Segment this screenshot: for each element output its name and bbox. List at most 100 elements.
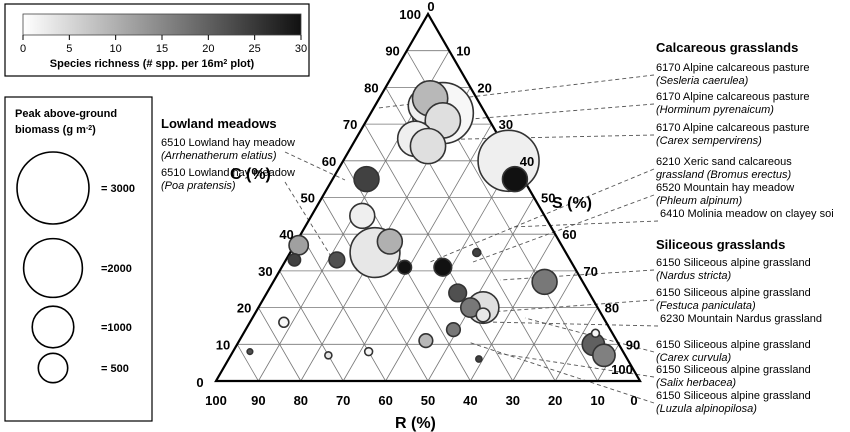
grid-line-s (427, 197, 535, 382)
annotation-line1: 6210 Xeric sand calcareous (656, 156, 792, 168)
annotation-line1: 6150 Siliceous alpine grassland (656, 339, 811, 351)
color-legend-tick-label: 25 (249, 43, 261, 55)
grid-line-r (258, 307, 302, 382)
size-legend-circle (16, 151, 90, 225)
size-legend-label: = 500 (101, 363, 129, 375)
axis-ticks: 1020304050607080901001020304050607080901… (196, 0, 640, 408)
data-point (409, 127, 447, 165)
s-tick-label: 70 (583, 264, 597, 279)
annotation-line2: (Sesleria caerulea) (656, 75, 749, 87)
annotation-line2: (Salix herbacea) (656, 377, 736, 389)
size-legend-label: =2000 (101, 263, 132, 275)
annotation-line2: (Carex sempervirens) (656, 135, 762, 147)
annotation-line1: 6510 Lowland hay meadow (161, 167, 295, 179)
data-point (418, 333, 434, 349)
grid-line-s (470, 233, 556, 382)
c-tick-label: 70 (343, 117, 357, 132)
data-point (397, 259, 413, 275)
r-tick-label: 70 (336, 393, 350, 408)
leader-line (429, 168, 655, 263)
r-axis-title: R (%) (395, 415, 436, 432)
s-axis-title: S (%) (552, 195, 592, 212)
apex-bottom-right-s-label: 100 (611, 362, 633, 377)
size-legend-label: =1000 (101, 322, 132, 334)
annotation-line1: 6170 Alpine calcareous pasture (656, 62, 810, 74)
data-point (278, 316, 290, 329)
grid-line-s (554, 307, 598, 382)
color-legend-tick-label: 10 (110, 43, 122, 55)
data-point (287, 252, 302, 267)
size-legend: Peak above-ground biomass (g m-2) = 3000… (4, 96, 153, 422)
r-tick-label: 80 (294, 393, 308, 408)
data-point (459, 297, 481, 319)
r-tick-label: 40 (463, 393, 477, 408)
color-legend-tick-label: 0 (20, 43, 26, 55)
s-tick-label: 20 (477, 80, 491, 95)
c-tick-label: 90 (385, 44, 399, 59)
grid-line-r (279, 270, 344, 382)
group-title-lowland: Lowland meadows (161, 116, 277, 131)
annotation-line2: (Phleum alpinum) (656, 195, 743, 207)
color-legend-ticks: 0 5 10 15 20 25 30 (20, 35, 307, 55)
r-tick-label: 0 (630, 393, 637, 408)
data-point (349, 202, 376, 230)
s-tick-label: 80 (605, 301, 619, 316)
leader-line (499, 269, 655, 281)
annotation-line1: 6170 Alpine calcareous pasture (656, 122, 810, 134)
data-points (246, 80, 616, 368)
annotation-line1: 6520 Mountain hay meadow (656, 182, 794, 194)
c-tick-label: 60 (322, 154, 336, 169)
leader-line (494, 352, 655, 378)
color-legend-title: Species richness (# spp. per 16m2 plot) (50, 58, 255, 70)
s-tick-label: 60 (562, 227, 576, 242)
grid-line-r (364, 123, 514, 382)
data-point (472, 247, 482, 258)
annotation-line1: 6150 Siliceous alpine grassland (656, 287, 811, 299)
grid-line-r (236, 344, 259, 382)
color-legend: 0 5 10 15 20 25 30 Species richness (# spp. pe… (4, 3, 310, 77)
size-legend-label: = 3000 (101, 183, 135, 195)
c-tick-label: 30 (258, 264, 272, 279)
c-tick-label: 10 (216, 337, 230, 352)
data-point (592, 343, 616, 368)
c-tick-label: 20 (237, 301, 251, 316)
annotations: 6510 Lowland hay meadow (Arrhenatherum el… (161, 62, 834, 415)
annotation-line1: 6410 Molinia meadow on clayey soi (660, 208, 834, 220)
data-point (448, 283, 468, 303)
c-tick-label: 50 (301, 191, 315, 206)
annotation-line1: 6150 Siliceous alpine grassland (656, 364, 811, 376)
data-point (324, 350, 333, 360)
data-point (475, 307, 491, 323)
data-point (590, 328, 601, 339)
annotation-line1: 6150 Siliceous alpine grassland (656, 257, 811, 269)
size-legend-circle (37, 352, 69, 384)
grid-line-r (300, 233, 386, 382)
group-title-calcareous: Calcareous grasslands (656, 40, 798, 55)
data-point (328, 251, 346, 269)
data-point (363, 346, 374, 357)
s-tick-label: 50 (541, 191, 555, 206)
annotation-line2: (Festuca paniculata) (656, 300, 756, 312)
annotation-line2: (Nardus stricta) (656, 270, 732, 282)
annotation-line2: (Horminum pyrenaicum) (656, 104, 774, 116)
apex-top-s-label: 0 (427, 0, 434, 14)
data-point (531, 268, 558, 296)
grid-lines (236, 50, 620, 382)
s-tick-label: 90 (626, 337, 640, 352)
c-tick-label: 40 (279, 227, 293, 242)
data-point (501, 165, 529, 193)
data-point (353, 165, 380, 193)
annotation-line2: (Carex curvula) (656, 352, 732, 364)
annotation-line1: 6150 Siliceous alpine grassland (656, 390, 811, 402)
annotation-line2: (Arrhenatherum elatius) (161, 150, 277, 162)
s-tick-label: 30 (499, 117, 513, 132)
color-legend-tick-label: 15 (156, 43, 168, 55)
r-tick-label: 50 (421, 393, 435, 408)
leader-line (510, 220, 659, 228)
s-tick-label: 40 (520, 154, 534, 169)
color-legend-tick-label: 20 (202, 43, 214, 55)
annotation-line2: (Luzula alpinopilosa) (656, 403, 757, 415)
size-legend-title-line1: Peak above-ground (15, 108, 117, 120)
group-title-siliceous: Siliceous grasslands (656, 237, 785, 252)
